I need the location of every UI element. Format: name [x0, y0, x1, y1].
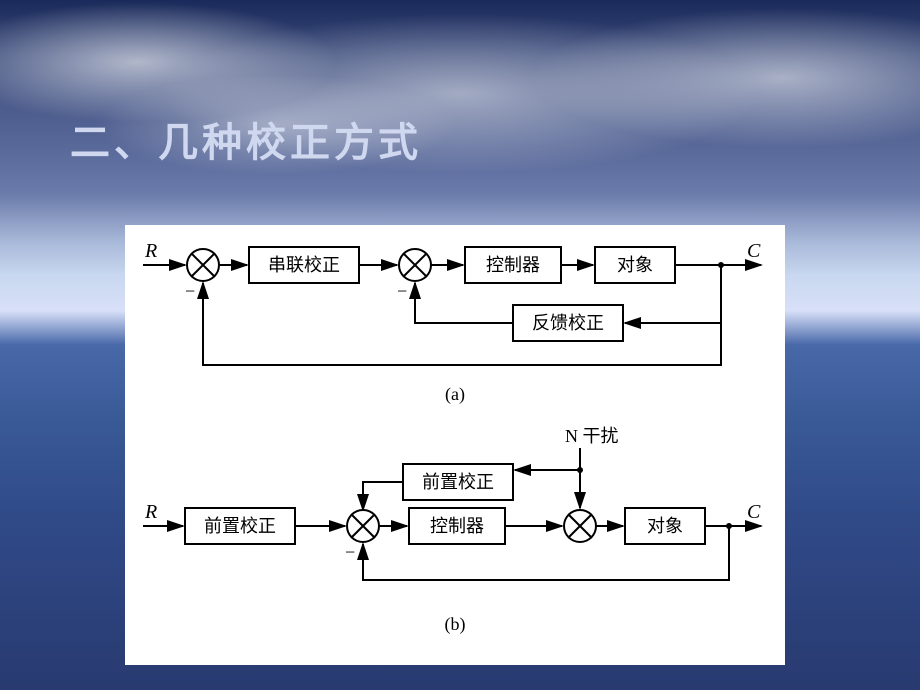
label-R-b: R — [144, 501, 157, 523]
diagram-b: N 干扰 前置校正 R 前置校正 − 控制器 — [143, 426, 761, 635]
minus-a1: − — [185, 281, 195, 301]
sum-junction-a1 — [187, 249, 219, 281]
minus-a2: − — [397, 281, 407, 301]
block-plant-a-label: 对象 — [617, 255, 653, 275]
block-feedback-comp-label: 反馈校正 — [532, 313, 604, 333]
label-R-a: R — [144, 240, 157, 262]
label-C-b: C — [747, 501, 761, 523]
diagram-panel: R − 串联校正 − 控制器 对象 C — [125, 225, 785, 665]
sum-junction-b1 — [347, 510, 379, 542]
block-feedforward-input-label: 前置校正 — [204, 516, 276, 536]
diagrams-svg: R − 串联校正 − 控制器 对象 C — [125, 225, 785, 665]
page-title: 二、几种校正方式 — [70, 110, 422, 168]
block-feedforward-dist-label: 前置校正 — [422, 472, 494, 492]
diagram-a: R − 串联校正 − 控制器 对象 C — [143, 240, 761, 405]
label-N: N 干扰 — [565, 426, 619, 446]
sum-junction-a2 — [399, 249, 431, 281]
block-series-comp-label: 串联校正 — [268, 255, 340, 275]
block-controller-b-label: 控制器 — [430, 516, 484, 536]
block-controller-a-label: 控制器 — [486, 255, 540, 275]
minus-b: − — [345, 542, 355, 562]
caption-b: (b) — [445, 614, 466, 635]
block-plant-b-label: 对象 — [647, 516, 683, 536]
sum-junction-b2 — [564, 510, 596, 542]
label-C-a: C — [747, 240, 761, 262]
caption-a: (a) — [445, 384, 465, 405]
